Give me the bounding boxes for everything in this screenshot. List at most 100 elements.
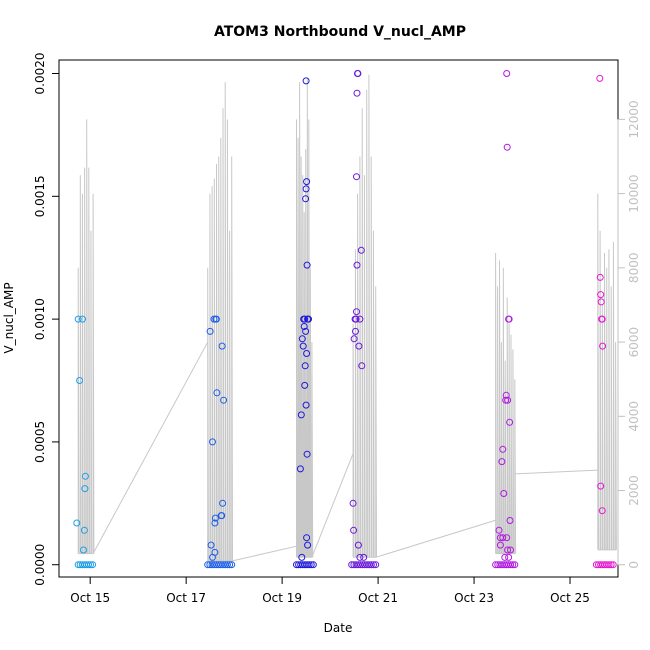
data-point-baseline <box>372 561 380 569</box>
y-tick-label: 0.0000 <box>33 544 47 586</box>
data-point-baseline <box>511 561 519 569</box>
data-point <box>302 401 310 409</box>
data-point <box>502 391 510 399</box>
secondary-y-axis: 0 2000 4000 6000 8000 10000 12000 <box>617 100 641 569</box>
data-point <box>303 350 311 357</box>
data-point <box>296 465 304 473</box>
y2-tick-label: 6000 <box>627 327 641 358</box>
data-point <box>356 553 364 561</box>
data-point <box>76 377 84 384</box>
data-point <box>209 438 216 446</box>
data-point <box>503 70 511 77</box>
data-point <box>598 507 606 515</box>
data-point <box>507 546 514 554</box>
data-point <box>298 335 306 343</box>
data-point-baseline <box>309 561 317 569</box>
data-point <box>358 362 366 370</box>
series-5 <box>492 70 519 569</box>
data-point <box>503 143 511 151</box>
scatter-points-layer <box>73 70 617 569</box>
x-tick-label: Oct 15 <box>70 591 110 605</box>
data-point-baseline <box>305 561 313 569</box>
data-point <box>596 273 604 281</box>
data-point <box>80 526 88 534</box>
data-point-baseline <box>226 561 234 569</box>
data-point <box>353 261 361 269</box>
data-point-baseline <box>365 561 373 569</box>
data-point <box>217 512 225 520</box>
data-point <box>298 553 306 561</box>
data-point <box>596 74 604 82</box>
data-point <box>353 308 360 316</box>
data-point <box>504 546 512 554</box>
data-point <box>349 499 357 507</box>
data-point <box>79 315 86 323</box>
data-point-baseline <box>85 561 92 569</box>
trace-connector-1 <box>92 341 209 554</box>
data-point <box>505 553 513 561</box>
data-point <box>302 77 310 85</box>
data-point <box>303 178 311 186</box>
x-axis-label: Date <box>324 621 353 635</box>
x-tick-label: Oct 25 <box>550 591 590 605</box>
data-point-baseline <box>609 561 617 569</box>
y2-tick-label: 10000 <box>627 175 641 213</box>
data-point <box>352 315 360 323</box>
data-point-baseline <box>354 561 362 569</box>
data-point <box>302 195 310 203</box>
data-point <box>297 411 305 419</box>
data-point <box>81 472 89 480</box>
data-point-baseline <box>307 561 315 569</box>
y2-tick-label: 12000 <box>627 100 641 138</box>
data-point <box>357 246 365 254</box>
data-point <box>356 315 364 323</box>
trace-burst-5 <box>495 252 517 555</box>
data-point <box>353 173 360 181</box>
data-point <box>597 482 605 490</box>
data-point <box>303 534 311 542</box>
data-point <box>500 490 508 497</box>
data-point <box>211 519 219 527</box>
trace-connector-3 <box>311 453 354 558</box>
x-tick-label: Oct 23 <box>454 591 494 605</box>
data-point <box>598 315 606 323</box>
data-point-baseline <box>208 561 216 569</box>
x-tick-label: Oct 21 <box>358 591 398 605</box>
data-point <box>352 327 359 335</box>
data-point <box>505 315 513 323</box>
trace-burst-6 <box>597 193 617 551</box>
trace-connector-4 <box>375 519 496 558</box>
series-3 <box>293 77 317 569</box>
x-axis: Oct 15 Oct 17 Oct 19 Oct 21 Oct 23 Oct 25 <box>70 576 590 605</box>
data-point <box>206 327 214 335</box>
x-tick-label: Oct 17 <box>166 591 206 605</box>
data-point <box>303 261 311 269</box>
data-point <box>304 541 312 549</box>
y-tick-label: 0.0015 <box>33 175 47 217</box>
data-point <box>502 396 510 404</box>
data-point-baseline <box>509 561 517 569</box>
data-point <box>599 342 607 350</box>
data-point <box>220 396 228 404</box>
data-point <box>211 548 219 556</box>
data-point-baseline <box>206 561 214 569</box>
data-point <box>499 445 507 453</box>
data-point <box>495 526 503 534</box>
data-point-baseline <box>89 561 97 569</box>
data-point-baseline <box>507 561 515 569</box>
data-point <box>219 499 227 507</box>
chart-title: ATOM3 Northbound V_nucl_AMP <box>214 24 466 40</box>
data-point <box>303 450 311 458</box>
data-point <box>218 342 226 350</box>
data-point <box>496 541 504 549</box>
data-point <box>350 526 358 534</box>
data-point <box>354 541 362 549</box>
data-point <box>597 298 605 306</box>
data-point <box>504 396 512 404</box>
data-point <box>499 534 507 542</box>
data-point <box>355 342 363 350</box>
y2-tick-label: 0 <box>627 561 641 569</box>
x-tick-label: Oct 19 <box>262 591 302 605</box>
data-point <box>302 185 310 193</box>
